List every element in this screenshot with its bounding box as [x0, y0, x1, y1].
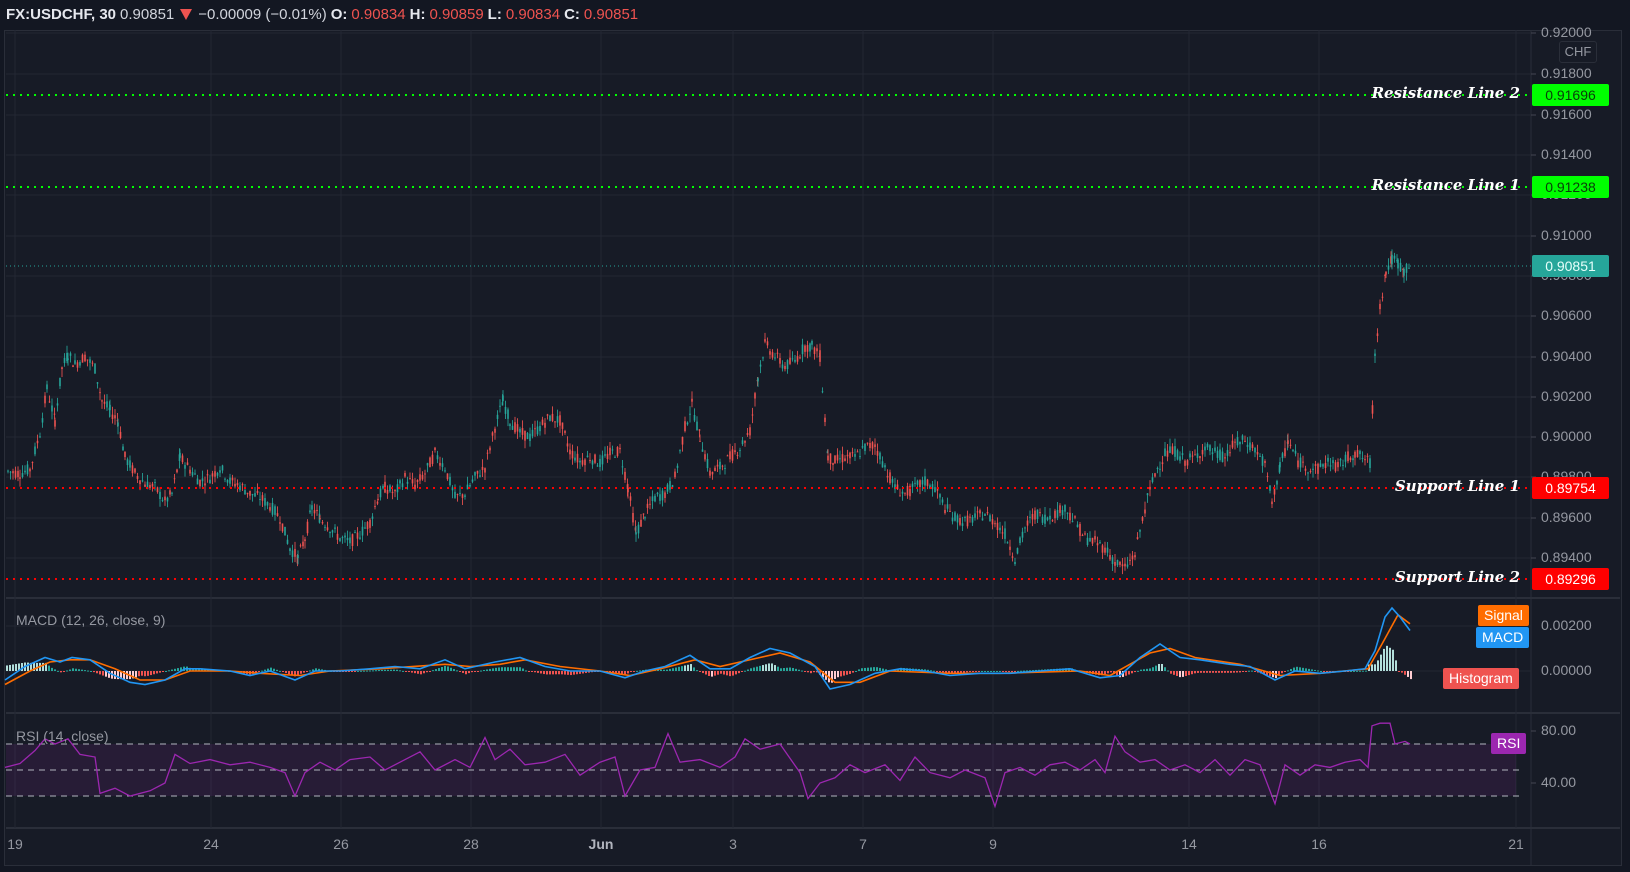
price-tick: 0.90200	[1541, 388, 1592, 404]
price-change: −0.00009 (−0.01%)	[198, 5, 327, 23]
high-value: 0.90859	[429, 5, 484, 23]
rsi-legend[interactable]: RSI	[1491, 733, 1527, 754]
close-value: 0.90851	[583, 5, 639, 23]
open-value: 0.90834	[351, 5, 406, 23]
macd-tick: 0.00200	[1541, 617, 1592, 633]
price-tick: 0.92000	[1541, 24, 1592, 40]
chart-frame	[4, 30, 1622, 866]
last-price: 0.90851	[120, 5, 175, 23]
date-label-7: 7	[859, 836, 867, 852]
price-tick: 0.90400	[1541, 348, 1592, 364]
level-name-resistance: Resistance Line 1	[1371, 176, 1520, 194]
level-price-tag: 0.91238	[1532, 176, 1609, 198]
price-tick: 0.91400	[1541, 146, 1592, 162]
level-price-tag: 0.89754	[1532, 477, 1609, 499]
rsi-tick: 40.00	[1541, 774, 1577, 790]
date-label-21: 21	[1508, 836, 1524, 852]
level-name-support: Support Line 1	[1394, 477, 1520, 495]
low-value: 0.90834	[505, 5, 561, 23]
macd-legend-histogram[interactable]: Histogram	[1443, 668, 1519, 689]
price-tick: 0.90600	[1541, 307, 1592, 323]
price-tick: 0.89600	[1541, 509, 1592, 525]
price-tick: 0.91600	[1541, 106, 1592, 122]
level-price-tag: 0.89296	[1532, 568, 1609, 590]
date-label-9: 9	[989, 836, 997, 852]
current-price-tag: 0.90851	[1532, 255, 1609, 277]
date-label-19: 19	[7, 836, 23, 852]
open-label: O:	[330, 5, 348, 23]
level-name-support: Support Line 2	[1394, 568, 1520, 586]
macd-tick: 0.00000	[1541, 662, 1592, 678]
high-label: H:	[409, 5, 426, 23]
price-tick: 0.90000	[1541, 428, 1592, 444]
date-label-16: 16	[1311, 836, 1327, 852]
down-arrow-icon	[180, 8, 193, 20]
currency-label[interactable]: CHF	[1559, 41, 1597, 63]
date-label-26: 26	[333, 836, 349, 852]
symbol-title[interactable]: FX:USDCHF, 30	[6, 5, 117, 23]
macd-legend-signal[interactable]: Signal	[1478, 605, 1529, 626]
rsi-pane-title[interactable]: RSI (14, close)	[16, 728, 109, 744]
date-label-24: 24	[203, 836, 219, 852]
price-tick: 0.91800	[1541, 65, 1592, 81]
level-price-tag: 0.91696	[1532, 84, 1609, 106]
date-label-3: 3	[729, 836, 737, 852]
date-label-jun: Jun	[588, 836, 614, 852]
macd-pane-title[interactable]: MACD (12, 26, close, 9)	[16, 612, 166, 628]
macd-legend-macd[interactable]: MACD	[1476, 627, 1530, 648]
price-tick: 0.89400	[1541, 549, 1592, 565]
level-name-resistance: Resistance Line 2	[1371, 84, 1520, 102]
date-label-28: 28	[463, 836, 479, 852]
low-label: L:	[487, 5, 502, 23]
price-tick: 0.91000	[1541, 227, 1592, 243]
close-label: C:	[564, 5, 580, 23]
date-label-14: 14	[1181, 836, 1197, 852]
rsi-tick: 80.00	[1541, 722, 1577, 738]
symbol-header: FX:USDCHF, 30 0.90851 −0.00009 (−0.01%) …	[6, 3, 638, 25]
